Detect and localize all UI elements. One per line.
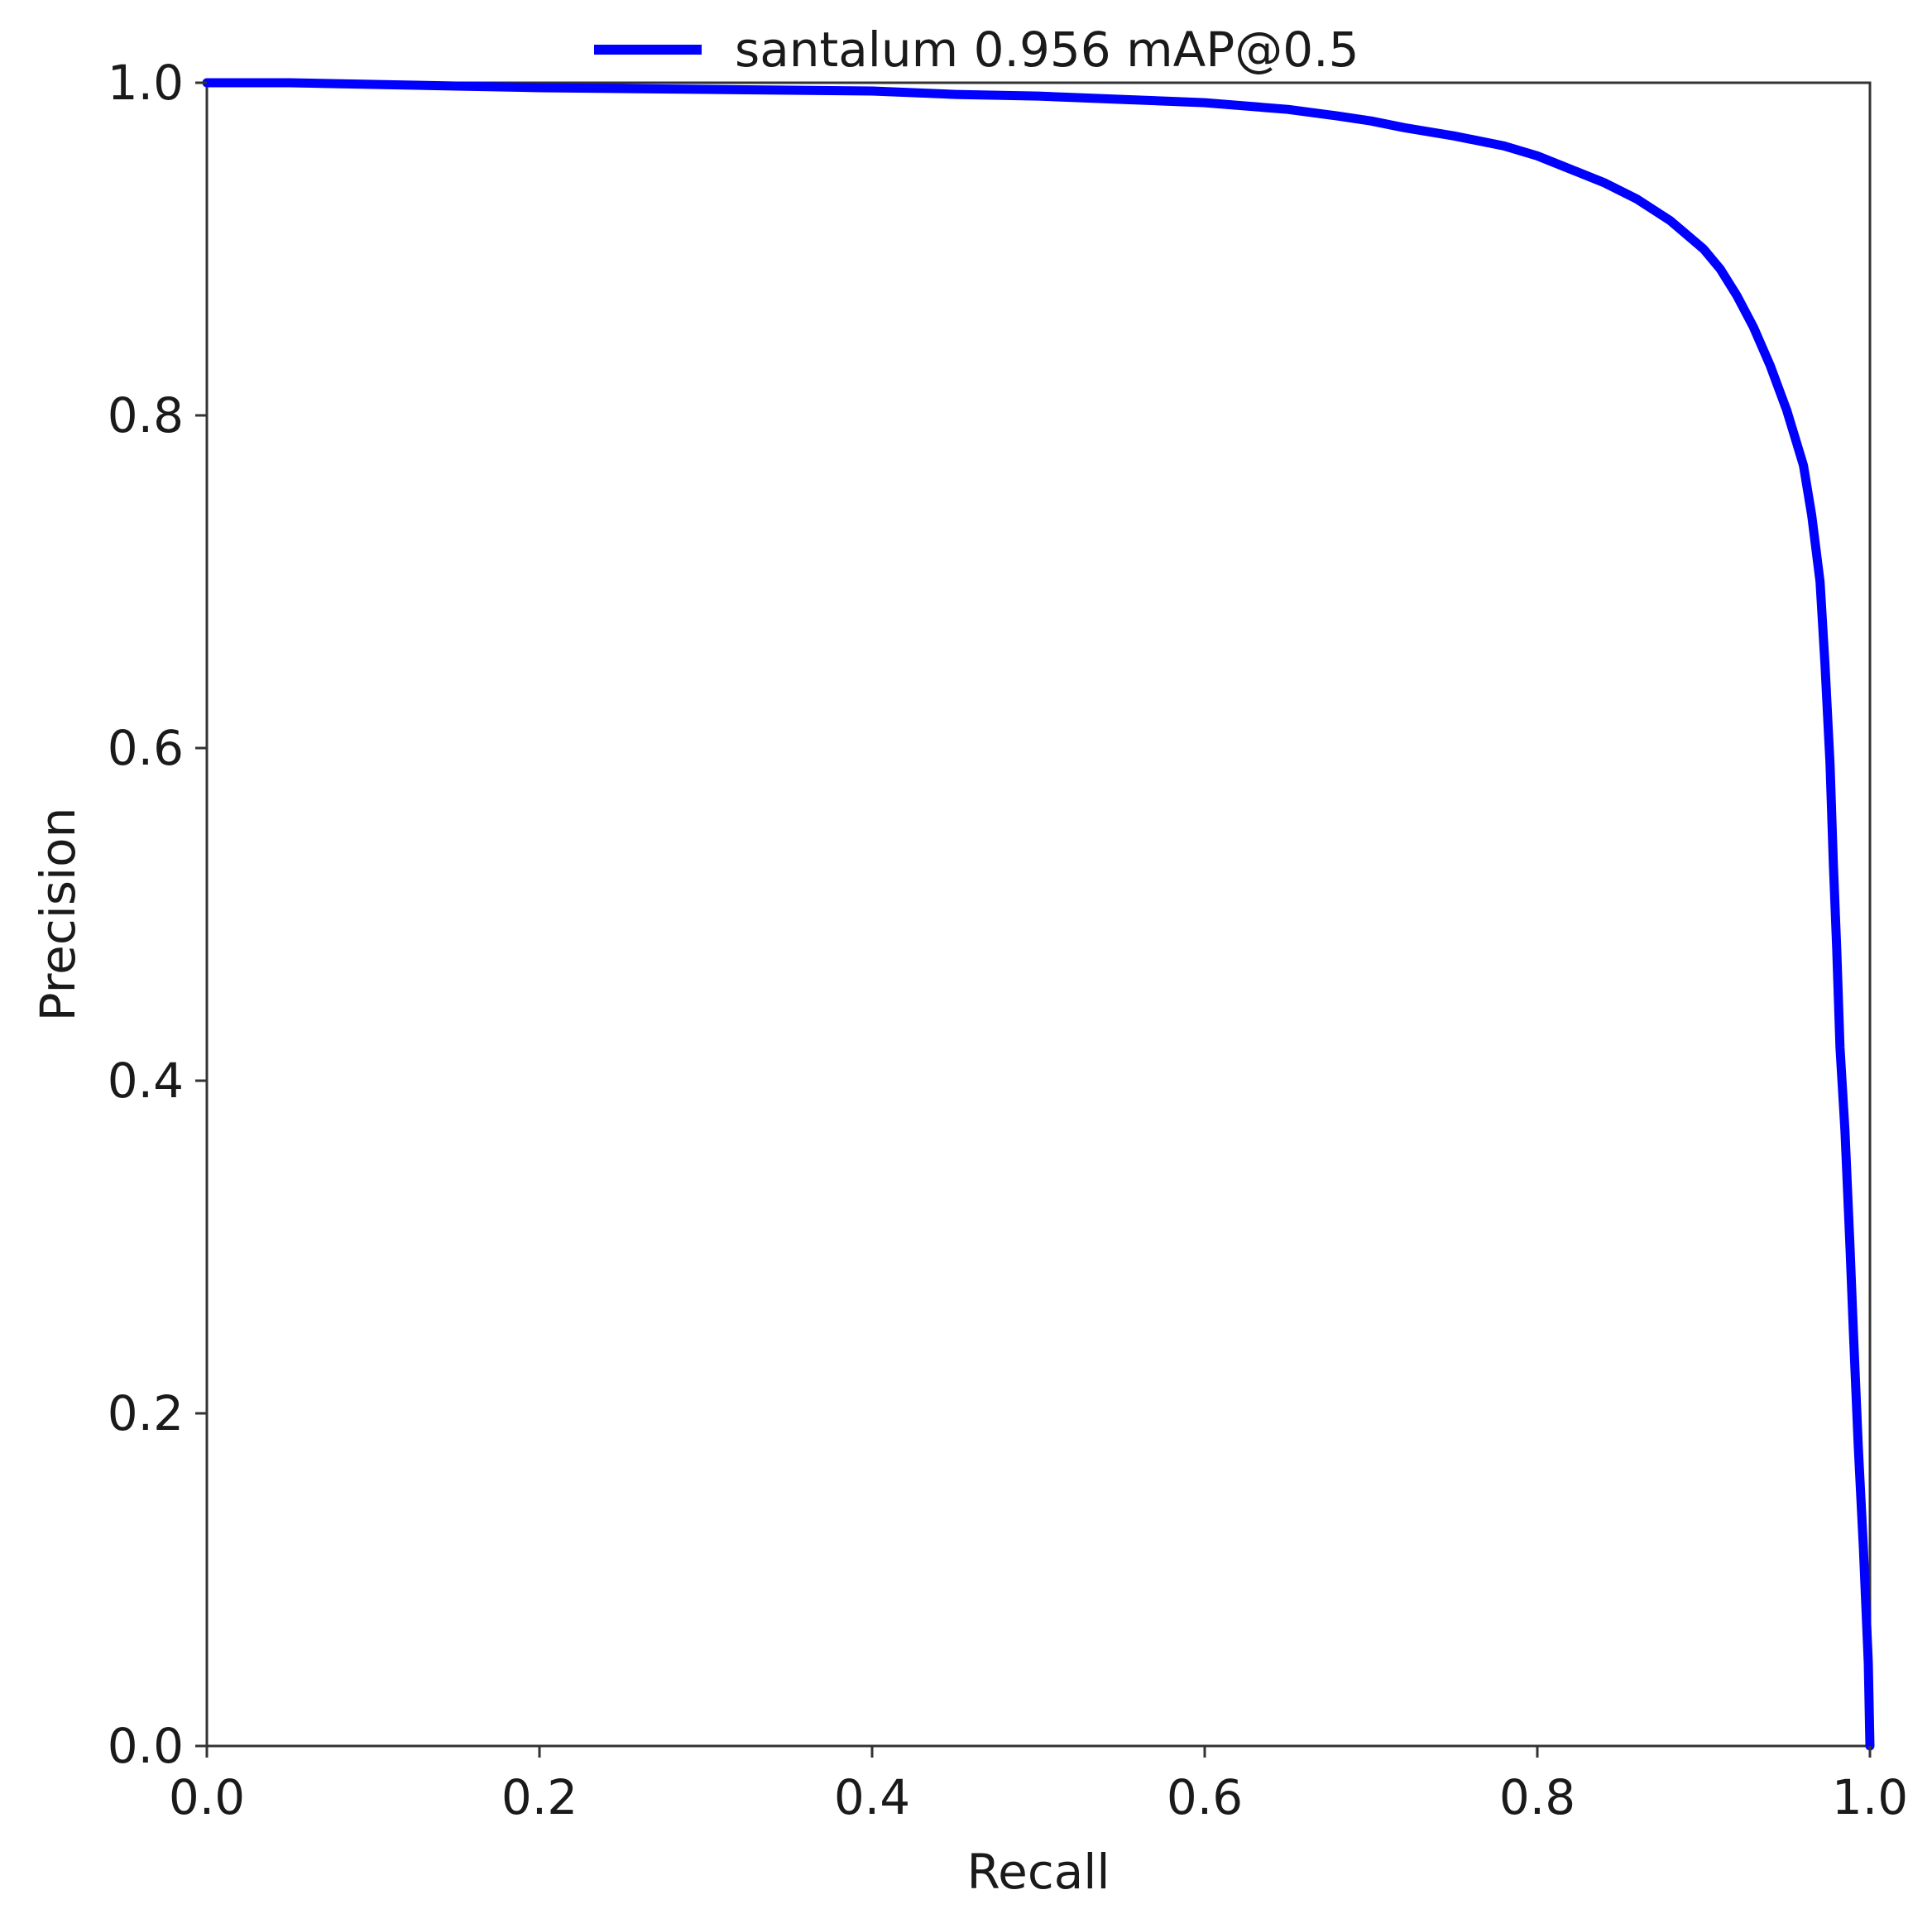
plot-frame [205,81,1872,1748]
legend-entry-label: santalum 0.956 mAP@0.5 [735,22,1359,78]
y-tick-label: 0.6 [108,720,184,776]
x-tick-label: 0.2 [501,1769,578,1825]
series-line-0 [202,78,1875,1751]
y-tick-label: 1.0 [108,55,184,111]
x-tick-label: 0.6 [1167,1769,1243,1825]
x-tick-label: 1.0 [1832,1769,1908,1825]
y-tick-label: 0.8 [108,387,184,444]
x-axis-label: Recall [966,1844,1110,1900]
y-tick-label: 0.0 [108,1718,184,1774]
x-tick-label: 0.0 [169,1769,245,1825]
y-tick-label: 0.2 [108,1385,184,1441]
y-axis-label: Precision [30,808,86,1022]
y-tick-label: 0.4 [108,1053,184,1109]
x-tick-label: 0.4 [834,1769,910,1825]
x-tick-label: 0.8 [1499,1769,1575,1825]
